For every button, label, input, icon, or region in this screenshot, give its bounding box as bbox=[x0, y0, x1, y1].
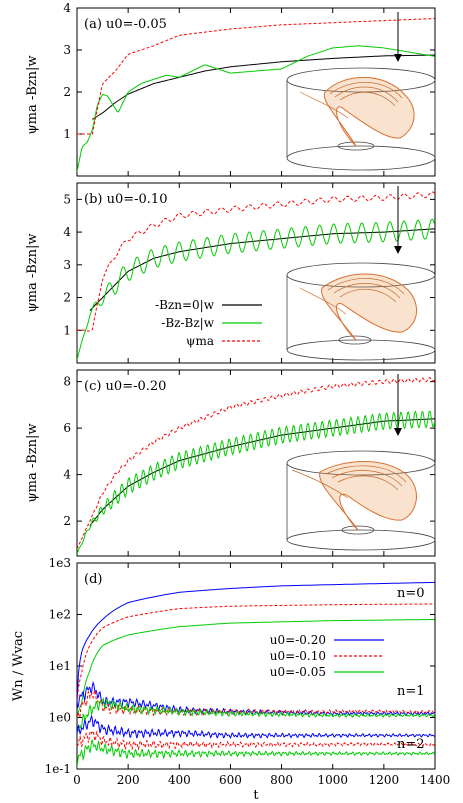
inset-flux-lines bbox=[299, 278, 405, 315]
panel-c-series bbox=[77, 377, 435, 554]
panel-d-label: (d) bbox=[84, 572, 102, 587]
inset-cylinder-base bbox=[286, 145, 436, 171]
panel-b-inset bbox=[286, 186, 436, 361]
inset-flux-bundle bbox=[323, 76, 415, 147]
series-line bbox=[92, 54, 435, 120]
inset-flux-lines bbox=[291, 465, 407, 499]
y-tick-label: 4 bbox=[63, 468, 71, 482]
panel-d-yticks: 1e-1 1e0 1e1 1e2 1e3 bbox=[45, 556, 436, 776]
panel-d-legend: u0=-0.20 u0=-0.10 u0=-0.05 bbox=[270, 633, 384, 679]
series-line bbox=[77, 619, 435, 718]
legend-b-entry-3: ψma bbox=[186, 334, 214, 348]
panel-d-xticks: 0 200 400 600 800 1000 1200 1400 bbox=[73, 773, 450, 787]
y-tick-label: 2 bbox=[63, 291, 71, 305]
y-tick-label: 1e-1 bbox=[45, 762, 71, 776]
series-line bbox=[77, 191, 435, 332]
panel-b-label: (b) u0=-0.10 bbox=[84, 192, 167, 207]
series-line bbox=[77, 410, 435, 554]
y-tick-label: 1 bbox=[63, 127, 71, 141]
x-axis-label: t bbox=[253, 788, 259, 803]
inset-arrow-head bbox=[394, 246, 402, 254]
y-tick-label: 1e0 bbox=[49, 711, 71, 725]
x-tick-label: 800 bbox=[270, 773, 293, 787]
inset-cylinder-base bbox=[286, 339, 436, 361]
panel-b-frame bbox=[76, 182, 436, 364]
inset-arrow-head bbox=[394, 54, 402, 62]
panel-d-ylabel: Wn / Wvac bbox=[11, 631, 26, 701]
inset-flux-bundle bbox=[319, 460, 417, 531]
mode-label-n0: n=0 bbox=[397, 586, 425, 601]
series-line bbox=[77, 581, 435, 703]
series-line bbox=[77, 45, 435, 172]
y-tick-label: 4 bbox=[63, 225, 71, 239]
inset-inner-ring bbox=[337, 141, 375, 151]
x-tick-label: 1000 bbox=[317, 773, 348, 787]
panel-a-series bbox=[77, 18, 435, 172]
panel-a-yticks: 1 2 3 4 bbox=[63, 1, 436, 176]
series-line bbox=[77, 714, 435, 739]
panel-b-yticks: 1 2 3 4 5 bbox=[63, 183, 436, 363]
legend-b-entry-1: -Bzn=0|w bbox=[155, 298, 215, 312]
series-line bbox=[77, 739, 435, 768]
legend-d-entry-3: u0=-0.05 bbox=[270, 665, 326, 679]
x-tick-label: 1400 bbox=[420, 773, 451, 787]
mode-label-n1: n=1 bbox=[397, 684, 425, 699]
panel-b-ylabel: ψma -Bzn|w bbox=[25, 233, 40, 312]
panel-a-ylabel: ψma -Bzn|w bbox=[25, 55, 40, 134]
inset-inner-ring bbox=[341, 525, 375, 535]
x-tick-label: 1200 bbox=[369, 773, 400, 787]
y-tick-label: 1 bbox=[63, 323, 71, 337]
inset-inner-ring bbox=[338, 335, 372, 345]
y-tick-label: 6 bbox=[63, 421, 71, 435]
legend-d-entry-2: u0=-0.10 bbox=[270, 649, 326, 663]
panel-b: 1 2 3 4 5 (b) u0=-0.10 ψma -Bzn|w -Bzn=0|w -… bbox=[25, 182, 436, 364]
y-tick-label: 1e2 bbox=[49, 608, 71, 622]
series-line bbox=[77, 377, 435, 550]
series-line bbox=[77, 18, 435, 135]
inset-flux-lines bbox=[299, 82, 403, 119]
y-tick-label: 8 bbox=[63, 375, 71, 389]
panel-a: 1 2 3 4 (a) u0=-0.05 ψma -Bzn|w bbox=[25, 1, 436, 177]
y-tick-label: 5 bbox=[63, 192, 71, 206]
panel-a-inset bbox=[286, 12, 436, 171]
panel-d-series bbox=[77, 581, 435, 768]
panel-c-frame bbox=[76, 369, 436, 557]
y-tick-label: 2 bbox=[63, 85, 71, 99]
panel-c-yticks: 2 4 6 8 bbox=[63, 370, 436, 556]
panel-c-inset bbox=[286, 374, 436, 551]
mode-label-n2: n=2 bbox=[397, 737, 425, 752]
panel-b-legend: -Bzn=0|w -Bz-Bz|w ψma bbox=[155, 298, 262, 348]
y-tick-label: 1e1 bbox=[49, 659, 71, 673]
x-tick-label: 400 bbox=[168, 773, 191, 787]
x-tick-label: 600 bbox=[219, 773, 242, 787]
legend-d-entry-1: u0=-0.20 bbox=[270, 633, 326, 647]
y-tick-label: 4 bbox=[63, 1, 71, 15]
series-line bbox=[77, 729, 435, 751]
inset-flux-bundle bbox=[321, 273, 417, 341]
panel-d-frame bbox=[76, 562, 436, 770]
panel-c-ylabel: ψma -Bzn|w bbox=[25, 423, 40, 502]
panel-a-label: (a) u0=-0.05 bbox=[84, 17, 167, 32]
inset-cylinder-base bbox=[286, 529, 436, 551]
panel-b-series bbox=[77, 191, 435, 360]
series-line bbox=[77, 697, 435, 732]
series-line bbox=[77, 218, 435, 360]
legend-b-entry-2: -Bz-Bz|w bbox=[161, 316, 214, 330]
panel-c: 2 4 6 8 (c) u0=-0.20 ψma -Bzn|w bbox=[25, 369, 436, 557]
inset-arrow-head bbox=[394, 428, 402, 436]
y-tick-label: 3 bbox=[63, 43, 71, 57]
y-tick-label: 2 bbox=[63, 514, 71, 528]
panel-c-label: (c) u0=-0.20 bbox=[84, 379, 166, 394]
y-tick-label: 3 bbox=[63, 258, 71, 272]
series-line bbox=[77, 688, 435, 719]
y-tick-label: 1e3 bbox=[49, 556, 71, 570]
x-tick-label: 0 bbox=[73, 773, 81, 787]
panel-d: 1e-1 1e0 1e1 1e2 1e3 (d) Wn / Wvac n=0 n=1 n… bbox=[11, 556, 450, 787]
x-tick-label: 200 bbox=[117, 773, 140, 787]
series-line bbox=[77, 603, 435, 703]
